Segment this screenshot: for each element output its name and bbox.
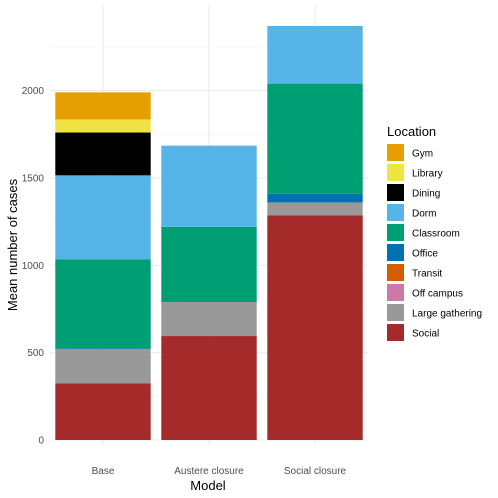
y-axis-title: Mean number of cases [5, 178, 20, 311]
y-tick-label: 1500 [22, 173, 45, 184]
legend: Location Gym Library Dining Dorm Classroom Of… [387, 124, 482, 341]
bar-base-large-gathering [55, 349, 151, 384]
legend-key-dining [387, 184, 404, 201]
y-axis-ticks: 0 500 1000 1500 2000 [22, 86, 45, 446]
legend-label-social: Social [412, 329, 439, 340]
bar-base-dorm [55, 175, 151, 260]
legend-key-library [387, 164, 404, 181]
bar-social-closure-large-gathering [267, 202, 363, 216]
bars [55, 25, 363, 440]
legend-label-gym: Gym [412, 149, 433, 160]
legend-label-transit: Transit [412, 269, 442, 280]
bar-base-classroom [55, 259, 151, 349]
y-tick-label: 500 [27, 348, 44, 359]
bar-base-social [55, 383, 151, 440]
y-tick-label: 1000 [22, 261, 45, 272]
y-tick-label: 0 [38, 436, 44, 447]
legend-key-social [387, 324, 404, 341]
legend-key-dorm [387, 204, 404, 221]
legend-label-office: Office [412, 249, 438, 260]
legend-key-large-gathering [387, 304, 404, 321]
legend-key-off-campus [387, 284, 404, 301]
legend-key-classroom [387, 224, 404, 241]
x-axis-title: Model [190, 478, 226, 493]
legend-label-large-gathering: Large gathering [412, 309, 482, 320]
legend-key-transit [387, 264, 404, 281]
bar-social-closure-classroom [267, 83, 363, 194]
x-tick-label: Base [92, 466, 115, 477]
y-tick-label: 2000 [22, 86, 45, 97]
bar-austere-closure-dorm [161, 145, 257, 227]
x-tick-label: Social closure [284, 466, 347, 477]
x-axis-ticks: Base Austere closure Social closure [92, 466, 347, 477]
legend-label-dorm: Dorm [412, 209, 436, 220]
legend-label-dining: Dining [412, 189, 440, 200]
legend-label-library: Library [412, 169, 443, 180]
bar-base-office [55, 348, 151, 350]
legend-key-gym [387, 144, 404, 161]
x-tick-label: Austere closure [174, 466, 244, 477]
bar-base-gym [55, 92, 151, 120]
bar-social-closure-dorm [267, 25, 363, 84]
bar-austere-closure-social [161, 336, 257, 440]
legend-label-classroom: Classroom [412, 229, 460, 240]
bar-austere-closure-large-gathering [161, 301, 257, 337]
legend-title: Location [387, 124, 436, 139]
bar-austere-closure-classroom [161, 226, 257, 302]
legend-label-off-campus: Off campus [412, 289, 463, 300]
bar-base-library [55, 119, 151, 133]
bar-social-closure-office [267, 193, 363, 203]
bar-social-closure-social [267, 215, 363, 440]
legend-key-office [387, 244, 404, 261]
bar-base-dining [55, 132, 151, 176]
